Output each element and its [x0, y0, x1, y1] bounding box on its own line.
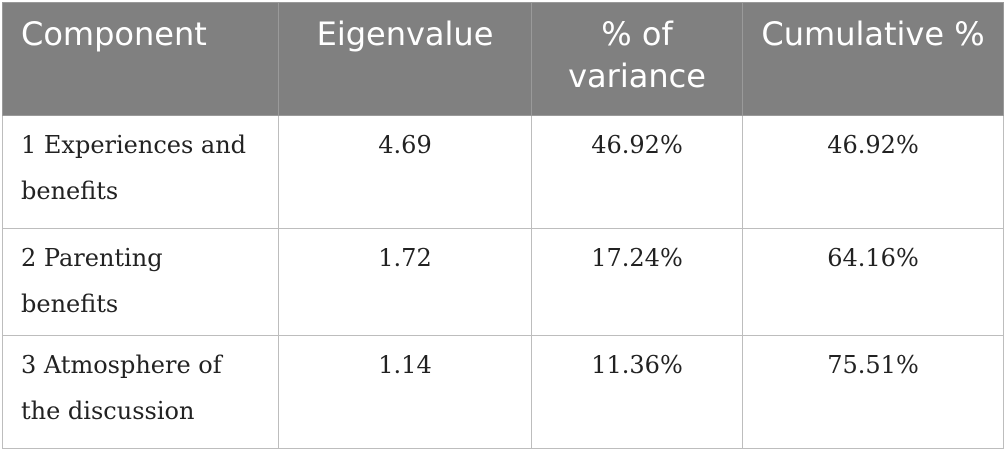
cell-component: 1 Experiences and benefits	[2, 115, 279, 229]
header-row: Component Eigenvalue % of variance Cumul…	[2, 2, 1004, 116]
cell-cumulative: 75.51%	[742, 335, 1004, 449]
header-component: Component	[2, 2, 279, 116]
cell-cumulative: 46.92%	[742, 115, 1004, 229]
cell-eigenvalue: 1.14	[278, 335, 532, 449]
cell-component: 2 Parenting benefits	[2, 228, 279, 336]
table-row: 3 Atmosphere of the discussion 1.14 11.3…	[2, 335, 1004, 449]
table-row: 1 Experiences and benefits 4.69 46.92% 4…	[2, 115, 1004, 229]
header-cumulative: Cumulative %	[742, 2, 1004, 116]
cell-eigenvalue: 4.69	[278, 115, 532, 229]
cell-component: 3 Atmosphere of the discussion	[2, 335, 279, 449]
cell-variance: 46.92%	[531, 115, 743, 229]
cell-cumulative: 64.16%	[742, 228, 1004, 336]
cell-variance: 17.24%	[531, 228, 743, 336]
cell-eigenvalue: 1.72	[278, 228, 532, 336]
table-header: Component Eigenvalue % of variance Cumul…	[2, 2, 1004, 116]
header-variance: % of variance	[531, 2, 743, 116]
header-eigenvalue: Eigenvalue	[278, 2, 532, 116]
table-row: 2 Parenting benefits 1.72 17.24% 64.16%	[2, 228, 1004, 336]
cell-variance: 11.36%	[531, 335, 743, 449]
table-body: 1 Experiences and benefits 4.69 46.92% 4…	[2, 115, 1004, 449]
